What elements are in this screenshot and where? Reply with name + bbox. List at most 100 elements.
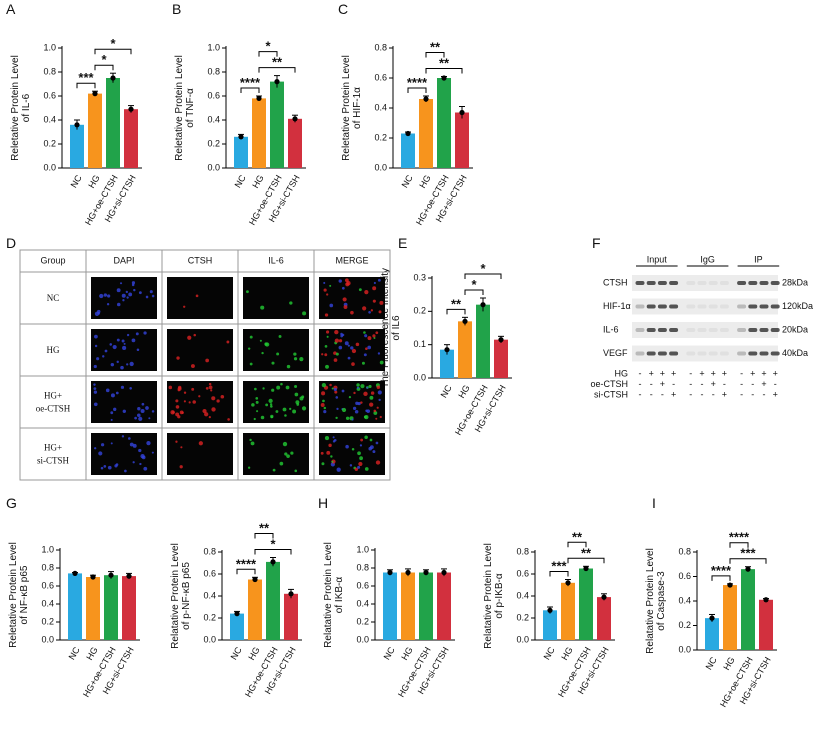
blot-band bbox=[657, 281, 667, 285]
y-tick-label: 0.6 bbox=[356, 580, 369, 590]
cell bbox=[268, 398, 273, 404]
cell bbox=[344, 278, 349, 283]
cell bbox=[132, 443, 137, 448]
cell bbox=[128, 292, 133, 297]
cell bbox=[331, 387, 334, 390]
cell bbox=[131, 338, 136, 343]
significance-bracket bbox=[729, 542, 749, 548]
cell bbox=[251, 403, 255, 407]
significance-label: ** bbox=[259, 521, 270, 536]
significance-label: * bbox=[270, 537, 276, 552]
cell bbox=[136, 348, 140, 351]
condition-sign: - bbox=[672, 379, 675, 389]
table-header: Group bbox=[40, 255, 65, 265]
cell bbox=[369, 445, 374, 450]
cell bbox=[93, 383, 96, 386]
cell bbox=[363, 353, 367, 357]
cell bbox=[349, 464, 353, 467]
blot-band bbox=[686, 351, 696, 356]
cell bbox=[336, 467, 341, 472]
cell bbox=[358, 461, 363, 467]
cell bbox=[359, 456, 363, 461]
cell bbox=[226, 340, 230, 344]
data-point bbox=[423, 569, 429, 576]
cell bbox=[302, 311, 307, 316]
x-tick-label: HG bbox=[456, 383, 471, 400]
cell bbox=[109, 343, 113, 346]
y-axis-label: of Caspase-3 bbox=[656, 571, 667, 631]
y-tick-label: 0.2 bbox=[356, 616, 369, 626]
condition-sign: - bbox=[701, 389, 704, 399]
blot-band bbox=[635, 304, 645, 309]
blot-band bbox=[737, 304, 747, 309]
cell bbox=[183, 391, 187, 394]
cell bbox=[141, 455, 146, 460]
significance-label: **** bbox=[240, 75, 261, 90]
cell bbox=[107, 465, 112, 470]
cell bbox=[359, 444, 363, 447]
cell bbox=[344, 341, 349, 346]
cell bbox=[106, 303, 110, 306]
x-tick-label: HG bbox=[84, 645, 99, 662]
bar bbox=[455, 112, 469, 168]
significance-bracket bbox=[258, 67, 296, 73]
cell bbox=[369, 438, 373, 442]
cell bbox=[183, 305, 186, 308]
cell bbox=[282, 407, 287, 412]
data-point bbox=[238, 134, 244, 140]
blot-band bbox=[708, 281, 718, 285]
y-tick-label: 0.0 bbox=[41, 634, 54, 644]
x-tick-label: HG bbox=[399, 645, 414, 662]
data-point bbox=[480, 302, 486, 308]
y-axis-label: Relatative Protein Level bbox=[645, 548, 656, 654]
bar bbox=[597, 597, 611, 640]
band-name: IL-6 bbox=[603, 324, 619, 334]
y-tick-label: 0.0 bbox=[356, 634, 369, 644]
condition-sign: - bbox=[650, 389, 653, 399]
cell bbox=[364, 290, 369, 295]
cell bbox=[321, 462, 325, 466]
cell bbox=[286, 454, 290, 458]
blot-band bbox=[759, 328, 769, 332]
cell bbox=[115, 391, 119, 395]
blot-band bbox=[646, 281, 656, 285]
y-tick-label: 0.0 bbox=[43, 162, 56, 172]
cell bbox=[295, 400, 300, 405]
cell bbox=[172, 410, 175, 414]
y-axis-label: Reletative Protein Level bbox=[341, 55, 352, 161]
cell bbox=[324, 353, 328, 357]
condition-sign: + bbox=[671, 368, 676, 378]
significance-bracket bbox=[254, 533, 274, 539]
significance-bracket bbox=[258, 51, 278, 57]
y-tick-label: 0.4 bbox=[516, 590, 529, 600]
bar bbox=[248, 579, 262, 640]
bar bbox=[440, 349, 454, 378]
cell bbox=[368, 310, 371, 314]
cell bbox=[375, 417, 378, 420]
cell bbox=[141, 402, 145, 406]
bar bbox=[86, 577, 100, 640]
x-tick-label: HG bbox=[721, 655, 736, 672]
cell bbox=[345, 416, 350, 420]
y-tick-label: 0.2 bbox=[43, 138, 56, 148]
cell bbox=[249, 335, 253, 339]
cell bbox=[355, 401, 359, 405]
significance-label: **** bbox=[407, 75, 428, 90]
micrograph bbox=[243, 277, 309, 319]
table-header: DAPI bbox=[113, 255, 134, 265]
y-axis-label: of NF-κB p65 bbox=[19, 565, 30, 624]
cell bbox=[345, 444, 349, 449]
cell bbox=[321, 391, 326, 396]
significance-label: ** bbox=[439, 56, 450, 71]
band-size: 120kDa bbox=[782, 301, 813, 311]
cell bbox=[183, 400, 186, 403]
y-tick-label: 0.8 bbox=[203, 546, 216, 556]
cell bbox=[276, 352, 280, 356]
condition-sign: + bbox=[761, 368, 766, 378]
cell bbox=[137, 407, 141, 411]
cell bbox=[122, 409, 127, 414]
data-point bbox=[274, 79, 280, 85]
cell bbox=[227, 418, 230, 421]
blot-band bbox=[646, 351, 656, 356]
